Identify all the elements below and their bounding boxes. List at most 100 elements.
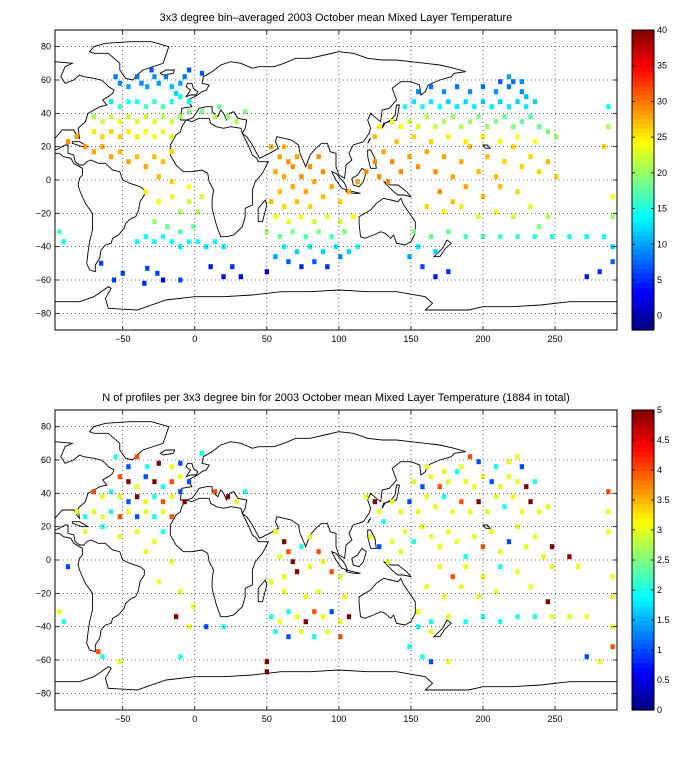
data-bin [126, 99, 131, 105]
data-bin [163, 74, 169, 80]
data-bin [316, 229, 321, 235]
colorbar-segment [632, 208, 654, 214]
data-bin [407, 154, 412, 160]
colorbar-segment [632, 653, 654, 660]
data-bin [199, 70, 205, 76]
y-tick-label: 80 [41, 42, 51, 52]
colorbar-segment [632, 447, 654, 453]
data-bin [294, 154, 300, 160]
x-tick-label: 200 [475, 714, 490, 724]
data-bin [117, 494, 122, 500]
data-bin [182, 74, 187, 80]
data-bin [390, 539, 395, 545]
colorbar-segment [632, 531, 654, 538]
colorbar-segment [632, 133, 654, 139]
data-bin [377, 174, 382, 180]
y-tick-label: −40 [36, 622, 51, 632]
data-bin [290, 559, 295, 565]
data-bin [277, 619, 282, 625]
data-bin [506, 459, 512, 465]
colorbar-segment [632, 222, 654, 228]
data-bin [459, 464, 464, 470]
data-bin [117, 119, 122, 125]
colorbar-segment [632, 470, 654, 477]
data-bin [459, 584, 464, 590]
data-bin [528, 499, 533, 505]
data-bin [515, 134, 520, 140]
colorbar-segment [632, 109, 654, 115]
data-bin [212, 489, 218, 495]
data-bin [606, 529, 611, 535]
coastline-path [367, 518, 371, 524]
data-bin [338, 619, 343, 625]
data-bin [329, 234, 334, 240]
colorbar-segment [632, 231, 654, 237]
colorbar-segment [632, 259, 654, 265]
data-bin [199, 109, 205, 115]
data-bin [420, 654, 425, 660]
colorbar-segment [632, 245, 654, 251]
data-bin [519, 164, 524, 170]
data-bin [537, 224, 542, 230]
colorbar-segment [632, 212, 654, 219]
data-bin [165, 224, 170, 230]
data-bin [420, 104, 425, 110]
data-bin [113, 454, 118, 460]
data-bin [156, 174, 161, 180]
data-bin [277, 554, 282, 560]
data-bin [160, 114, 166, 120]
data-bin [411, 134, 416, 140]
colorbar-segment [632, 198, 654, 205]
colorbar-segment [632, 39, 654, 45]
data-bin [169, 194, 174, 200]
data-bin [312, 179, 317, 185]
colorbar-tick-label: 1.5 [657, 615, 670, 625]
data-bin [463, 554, 468, 560]
data-bin [532, 139, 537, 145]
colorbar-segment [632, 48, 654, 55]
y-tick-label: 20 [41, 142, 51, 152]
x-tick-label: 50 [262, 334, 272, 344]
data-bin [117, 474, 122, 480]
data-bin [515, 479, 520, 485]
y-tick-label: 20 [41, 522, 51, 532]
y-tick-label: −60 [36, 655, 51, 665]
data-bin [428, 84, 434, 90]
colorbar-segment [632, 269, 654, 275]
data-bin [398, 509, 403, 515]
data-bin [338, 219, 343, 225]
colorbar-segment [632, 226, 654, 233]
data-bin [109, 99, 114, 105]
data-bin [446, 479, 451, 485]
data-bin [152, 539, 157, 545]
colorbar-tick-label: 4 [657, 465, 662, 475]
data-bin [519, 79, 524, 85]
chart-title: 3x3 degree bin–averaged 2003 October mea… [159, 12, 513, 24]
data-bin [169, 464, 174, 470]
data-bin [143, 189, 148, 195]
colorbar-segment [632, 461, 654, 467]
data-bin [390, 119, 395, 125]
data-bin [342, 229, 347, 235]
coastline-path [432, 619, 453, 638]
colorbar-segment [632, 203, 654, 209]
data-bin [238, 274, 243, 280]
colorbar-segment [632, 466, 654, 472]
data-bin [269, 614, 274, 620]
data-bin [390, 499, 395, 505]
data-bin [169, 514, 174, 520]
data-bin [139, 80, 144, 86]
data-bin [480, 474, 486, 480]
data-bin [135, 74, 140, 80]
data-bin [143, 549, 148, 555]
colorbar-segment [632, 578, 654, 585]
data-bin [428, 619, 434, 625]
data-bin [428, 474, 434, 480]
colorbar-segment [632, 283, 654, 289]
colorbar-segment [632, 475, 654, 481]
data-bin [204, 244, 209, 250]
colorbar-segment [632, 452, 654, 458]
data-bin [299, 629, 304, 635]
data-bin [472, 484, 477, 490]
data-bin [528, 114, 533, 120]
